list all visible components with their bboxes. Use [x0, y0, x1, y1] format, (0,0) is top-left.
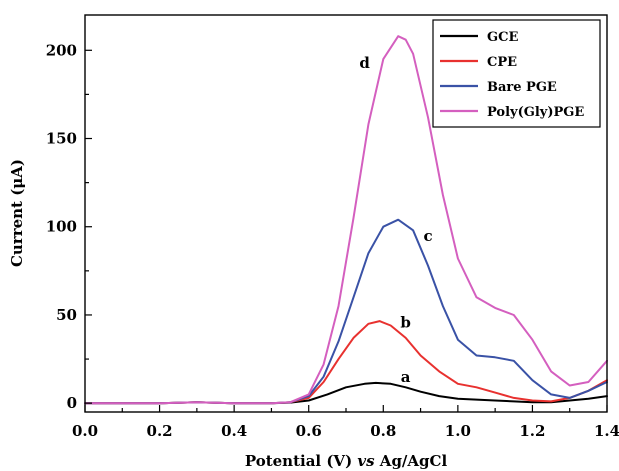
x-tick-label: 1.4: [594, 422, 619, 440]
curve-label-d: d: [359, 54, 370, 72]
y-tick-label: 100: [46, 218, 77, 236]
legend-label-2: CPE: [487, 55, 517, 70]
legend-box: [432, 19, 601, 128]
y-axis-title-part-3: A): [8, 159, 26, 179]
curve-label-a: a: [401, 368, 411, 386]
y-axis-title-part-2: μ: [8, 178, 26, 189]
legend-label-4: Poly(Gly)PGE: [487, 105, 584, 120]
x-tick-label: 1.0: [445, 422, 471, 440]
curve-label-b: b: [400, 313, 411, 331]
series-line-3: [84, 218, 608, 405]
series-line-4: [84, 35, 608, 405]
x-tick-label: 1.2: [519, 422, 545, 440]
x-tick-label: 0.4: [221, 422, 247, 440]
x-tick-label: 0.6: [296, 422, 322, 440]
legend: GCE CPE Bare PGE Poly(Gly)PGE: [432, 19, 601, 128]
curve-label-c: c: [423, 227, 432, 245]
y-tick-label: 200: [46, 41, 77, 59]
y-tick-label: 50: [56, 306, 77, 324]
curve-labels: a b c d: [359, 54, 432, 386]
legend-label-1: GCE: [487, 30, 518, 45]
x-axis-title-part-1: Potential (V): [245, 452, 358, 470]
y-tick-label: 0: [67, 394, 77, 412]
y-axis-title: Current (μA): [8, 159, 26, 267]
series-layer: [84, 35, 608, 405]
ticks: 0.0 0.2 0.4 0.6 0.8 1.0 1.2 1.4 0 50 100 150 200: [46, 41, 619, 440]
legend-label-3: Bare PGE: [487, 80, 557, 95]
x-tick-label: 0.0: [72, 422, 98, 440]
x-tick-label: 0.2: [147, 422, 173, 440]
x-axis-title-part-3: Ag/AgCl: [375, 452, 448, 470]
x-tick-label: 0.8: [370, 422, 396, 440]
y-axis-title-part-1: Current (: [8, 189, 26, 267]
x-axis-title-part-2: vs: [357, 452, 375, 470]
x-axis-title: Potential (V) vs Ag/AgCl: [245, 452, 448, 470]
y-tick-label: 150: [46, 130, 77, 148]
